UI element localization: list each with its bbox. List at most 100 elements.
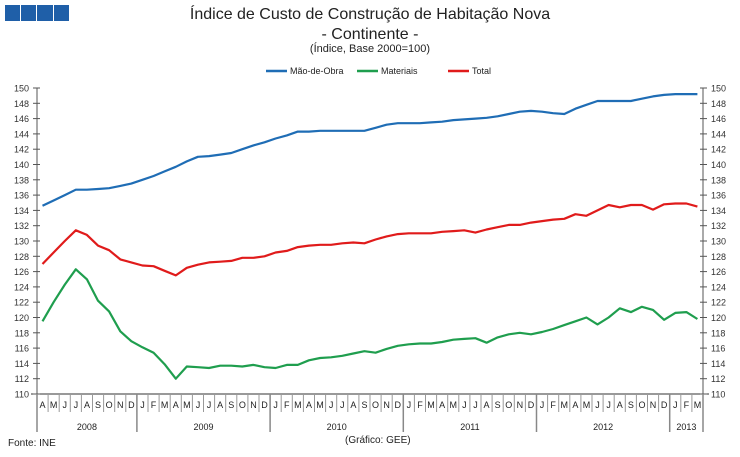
y-tick-label-left: 136 [14,191,29,201]
month-label: A [572,400,578,410]
y-tick-label-left: 148 [14,99,29,109]
y-tick-label-left: 120 [14,313,29,323]
month-label: S [495,400,501,410]
year-label: 2012 [593,422,613,432]
month-label: F [151,400,157,410]
legend-label: Materiais [381,66,418,76]
source-note: Fonte: INE [8,438,56,449]
month-label: O [505,400,512,410]
month-label: N [250,400,257,410]
y-tick-label-right: 120 [711,313,726,323]
y-tick-label-left: 128 [14,252,29,262]
y-tick-label-right: 136 [711,191,726,201]
month-label: J [473,400,478,410]
y-tick-label-left: 124 [14,282,29,292]
y-tick-label-right: 130 [711,237,726,247]
y-tick-label-right: 140 [711,160,726,170]
y-tick-label-right: 142 [711,145,726,155]
y-tick-label-right: 128 [711,252,726,262]
chart-subtitle-units: (Índice, Base 2000=100) [309,43,431,55]
y-tick-label-right: 116 [711,344,725,354]
month-label: D [395,400,402,410]
year-label: 2008 [77,422,97,432]
legend-label: Total [472,66,491,76]
month-label: J [273,400,278,410]
year-label: 2011 [460,422,479,432]
year-label: 2010 [327,422,347,432]
month-label: M [561,400,569,410]
y-tick-label-right: 124 [711,282,726,292]
y-tick-label-left: 130 [14,237,29,247]
y-tick-label-right: 144 [711,129,726,139]
y-tick-label-left: 132 [14,221,29,231]
month-label: F [284,400,290,410]
month-label: J [407,400,412,410]
month-label: A [84,400,90,410]
y-tick-label-right: 146 [711,114,726,124]
month-label: O [372,400,379,410]
y-tick-label-left: 146 [14,114,29,124]
month-label: M [50,400,58,410]
y-tick-label-left: 144 [14,129,29,139]
month-label: S [628,400,634,410]
y-tick-label-right: 114 [711,359,725,369]
legend-label: Mão-de-Obra [290,66,344,76]
month-label: M [161,400,169,410]
y-tick-label-left: 114 [15,359,29,369]
month-label: M [694,400,702,410]
y-tick-label-left: 142 [14,145,29,155]
chart-subtitle: - Continente - [321,26,419,43]
y-tick-label-left: 110 [15,390,29,400]
month-label: J [606,400,611,410]
month-label: J [196,400,201,410]
month-label: S [95,400,101,410]
month-label: D [128,400,135,410]
chart-title: Índice de Custo de Construção de Habitaç… [189,6,551,23]
year-label: 2013 [676,422,696,432]
month-label: A [439,400,445,410]
month-label: A [40,400,46,410]
month-label: A [484,400,490,410]
month-label: M [583,400,591,410]
y-tick-label-right: 138 [711,175,726,185]
month-label: M [316,400,324,410]
month-label: O [106,400,113,410]
y-tick-label-right: 110 [711,390,725,400]
y-tick-label-left: 126 [14,267,29,277]
logo-block [54,5,69,21]
month-label: F [550,400,556,410]
month-label: M [183,400,191,410]
month-label: A [617,400,623,410]
y-tick-label-right: 150 [711,84,726,94]
month-label: F [684,400,690,410]
month-label: J [540,400,545,410]
month-label: J [74,400,79,410]
month-label: J [63,400,68,410]
month-label: N [117,400,124,410]
y-tick-label-left: 112 [15,374,29,384]
month-label: J [207,400,212,410]
month-label: S [228,400,234,410]
month-label: A [350,400,356,410]
month-label: O [239,400,246,410]
month-label: M [294,400,302,410]
month-label: N [383,400,390,410]
y-tick-label-right: 134 [711,206,726,216]
month-label: J [329,400,334,410]
month-label: A [217,400,223,410]
month-label: A [306,400,312,410]
month-label: J [462,400,467,410]
y-tick-label-right: 148 [711,99,726,109]
credit-note: (Gráfico: GEE) [345,435,411,446]
month-label: N [650,400,657,410]
month-label: D [661,400,668,410]
logo-block [5,5,20,21]
month-label: M [427,400,435,410]
y-tick-label-left: 140 [14,160,29,170]
month-label: J [340,400,345,410]
series-line-materiais [41,268,698,380]
month-label: M [450,400,458,410]
month-label: F [417,400,423,410]
